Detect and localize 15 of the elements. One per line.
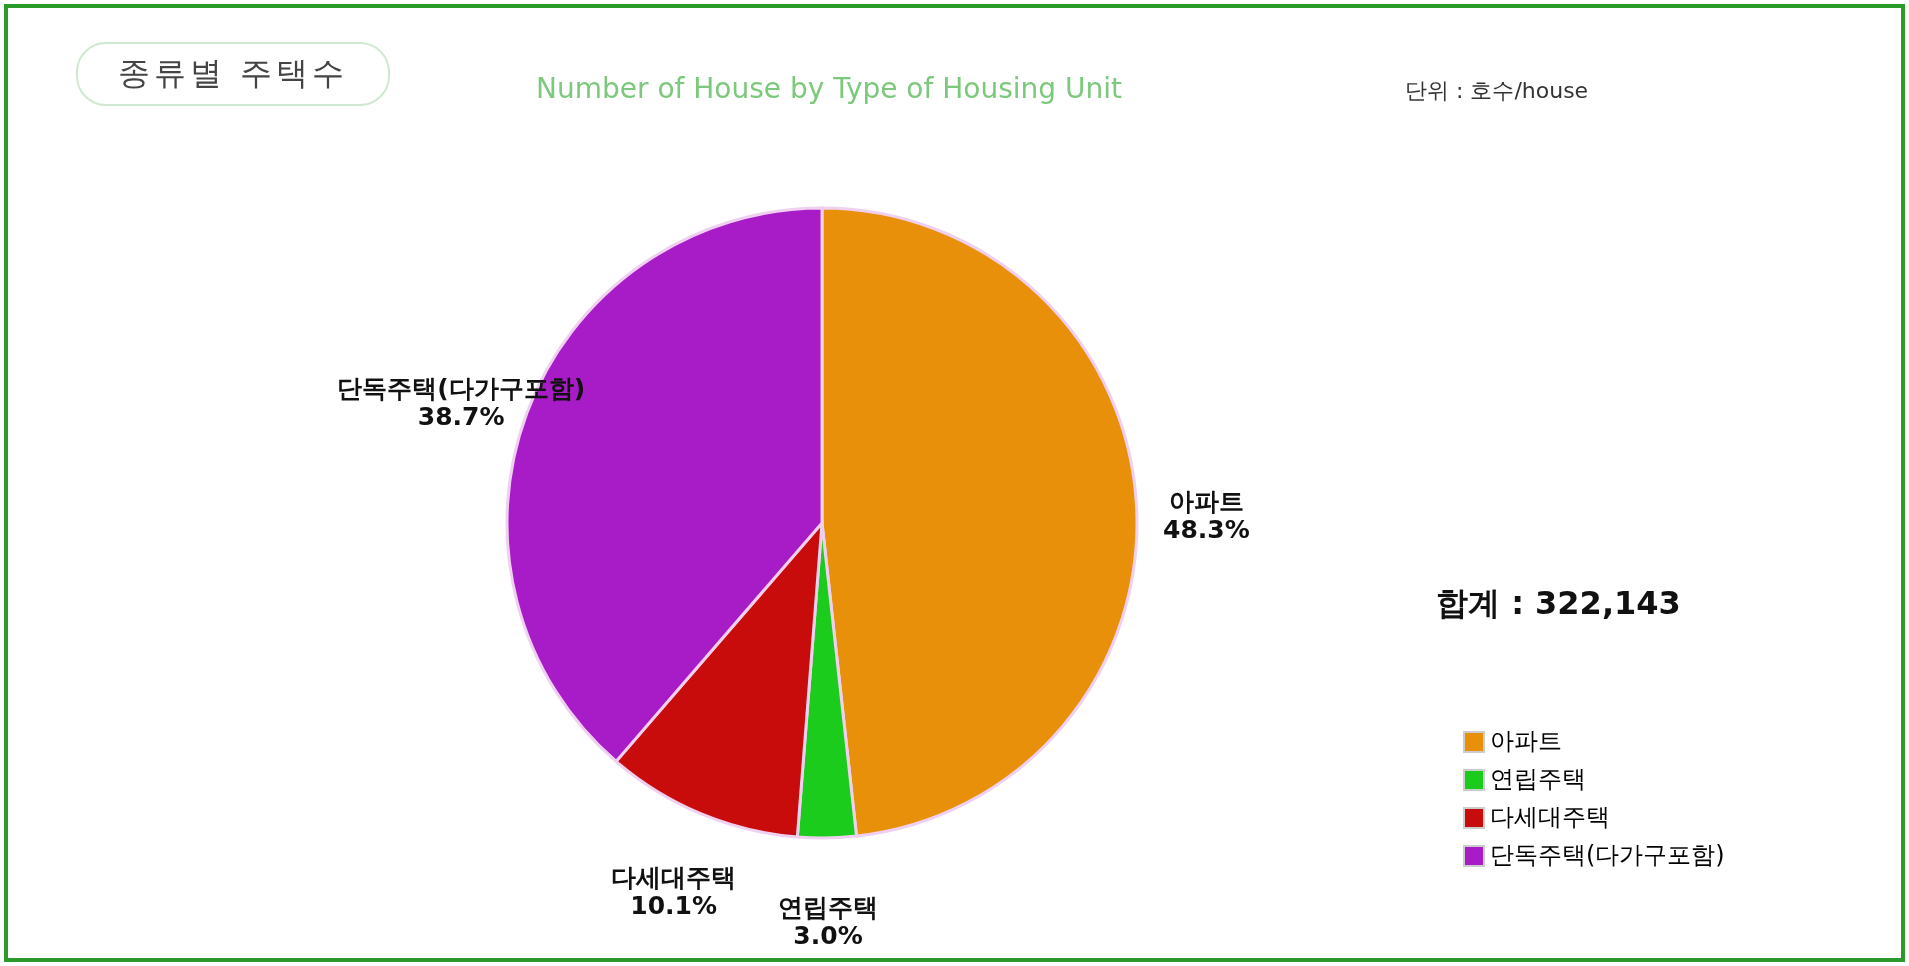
- chart-subtitle: Number of House by Type of Housing Unit: [536, 72, 1122, 105]
- slice-label: 아파트: [1168, 486, 1244, 516]
- data-label: 48.3%: [1163, 514, 1250, 544]
- legend-label: 단독주택(다가구포함): [1490, 841, 1725, 869]
- slice-label: 다세대주택: [611, 863, 737, 893]
- text: 합계 : 322,143: [1436, 583, 1681, 624]
- data-label: 10.1%: [630, 891, 718, 921]
- data-label: 3.0%: [793, 920, 863, 950]
- legend-label: 다세대주택: [1490, 803, 1610, 831]
- data-label: 38.7%: [417, 401, 505, 431]
- legend-label: 아파트: [1490, 727, 1562, 755]
- text: 단위 : 호수/house: [1405, 77, 1589, 105]
- slice-label: 연립주택: [778, 892, 879, 922]
- legend-label: 연립주택: [1490, 765, 1586, 793]
- chart-title: 종류별 주택수: [76, 42, 391, 106]
